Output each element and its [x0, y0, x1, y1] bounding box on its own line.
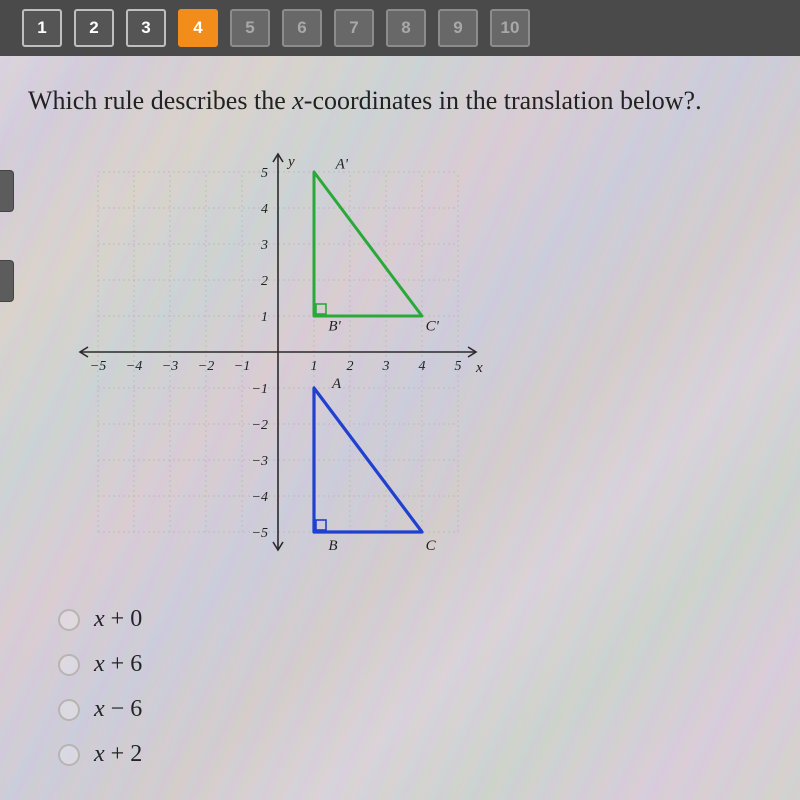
svg-text:4: 4	[261, 202, 268, 217]
nav-q7: 7	[334, 9, 374, 47]
nav-q8: 8	[386, 9, 426, 47]
nav-q5: 5	[230, 9, 270, 47]
nav-q3[interactable]: 3	[126, 9, 166, 47]
svg-text:5: 5	[261, 166, 268, 181]
svg-text:−4: −4	[126, 359, 142, 374]
answer-label-3: x − 6	[94, 696, 142, 723]
svg-text:2: 2	[261, 274, 268, 289]
answer-label-1: x + 0	[94, 606, 142, 633]
radio-4[interactable]	[58, 744, 80, 766]
radio-3[interactable]	[58, 699, 80, 721]
svg-text:2: 2	[347, 359, 354, 374]
grid-svg: −5−4−3−2−112345−5−4−3−2−112345xyABCA'B'C…	[58, 142, 498, 562]
svg-text:C': C'	[426, 318, 440, 334]
answer-choice-4[interactable]: x + 2	[58, 741, 800, 768]
question-area: Which rule describes the x-coordinates i…	[0, 56, 800, 768]
svg-text:B': B'	[328, 318, 341, 334]
svg-text:5: 5	[455, 359, 462, 374]
svg-text:3: 3	[260, 238, 268, 253]
question-part1: Which rule describes the	[28, 86, 292, 115]
nav-q1[interactable]: 1	[22, 9, 62, 47]
svg-text:1: 1	[311, 359, 318, 374]
question-nav: 1 2 3 4 5 6 7 8 9 10	[0, 0, 800, 56]
nav-q4[interactable]: 4	[178, 9, 218, 47]
svg-text:−2: −2	[252, 418, 268, 433]
svg-text:3: 3	[382, 359, 390, 374]
answer-label-4: x + 2	[94, 741, 142, 768]
svg-text:y: y	[286, 154, 295, 170]
svg-text:−3: −3	[162, 359, 178, 374]
answer-choice-3[interactable]: x − 6	[58, 696, 800, 723]
svg-text:−2: −2	[198, 359, 214, 374]
svg-text:−4: −4	[252, 490, 268, 505]
svg-text:B: B	[328, 538, 337, 554]
question-part2: -coordinates in the translation below?.	[304, 86, 702, 115]
svg-text:1: 1	[261, 310, 268, 325]
svg-text:−5: −5	[90, 359, 106, 374]
svg-text:−1: −1	[252, 382, 268, 397]
question-text: Which rule describes the x-coordinates i…	[28, 86, 800, 116]
svg-text:A': A'	[335, 156, 349, 172]
question-x: x	[292, 86, 304, 115]
answer-choice-2[interactable]: x + 6	[58, 651, 800, 678]
nav-q6: 6	[282, 9, 322, 47]
answer-choices: x + 0 x + 6 x − 6 x + 2	[58, 606, 800, 768]
svg-text:4: 4	[419, 359, 426, 374]
svg-text:C: C	[426, 538, 437, 554]
svg-text:−5: −5	[252, 526, 268, 541]
nav-q2[interactable]: 2	[74, 9, 114, 47]
radio-1[interactable]	[58, 609, 80, 631]
nav-q9: 9	[438, 9, 478, 47]
svg-text:−1: −1	[234, 359, 250, 374]
answer-label-2: x + 6	[94, 651, 142, 678]
coordinate-grid: −5−4−3−2−112345−5−4−3−2−112345xyABCA'B'C…	[58, 142, 498, 562]
radio-2[interactable]	[58, 654, 80, 676]
svg-text:x: x	[475, 360, 483, 376]
svg-text:−3: −3	[252, 454, 268, 469]
nav-q10: 10	[490, 9, 530, 47]
svg-text:A: A	[331, 376, 342, 392]
answer-choice-1[interactable]: x + 0	[58, 606, 800, 633]
